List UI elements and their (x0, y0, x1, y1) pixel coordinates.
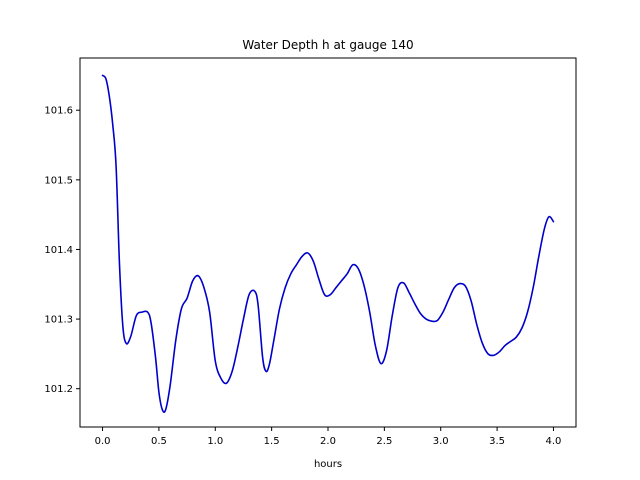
y-axis: 101.2 101.3 101.4 101.5 101.6 (44, 106, 80, 395)
y-tick-label: 101.3 (44, 315, 73, 326)
y-tick-label: 101.4 (44, 245, 73, 256)
x-axis-label: hours (314, 459, 342, 470)
x-tick-label: 1.0 (207, 436, 223, 447)
series-line-0 (101, 74, 555, 414)
x-tick-label: 2.5 (376, 436, 392, 447)
series-layer (101, 74, 555, 414)
x-tick-label: 0.0 (95, 436, 111, 447)
x-tick-label: 3.5 (489, 436, 505, 447)
y-tick-label: 101.6 (44, 106, 73, 117)
x-axis: 0.0 0.5 1.0 1.5 2.0 2.5 3.0 3.5 4.0 (95, 427, 562, 447)
chart-title: Water Depth h at gauge 140 (242, 38, 413, 52)
y-tick-label: 101.2 (44, 384, 73, 395)
x-tick-label: 4.0 (546, 436, 562, 447)
x-tick-label: 1.5 (264, 436, 280, 447)
x-tick-label: 0.5 (151, 436, 167, 447)
x-tick-label: 3.0 (433, 436, 449, 447)
x-tick-label: 2.0 (320, 436, 336, 447)
y-tick-label: 101.5 (44, 175, 73, 186)
